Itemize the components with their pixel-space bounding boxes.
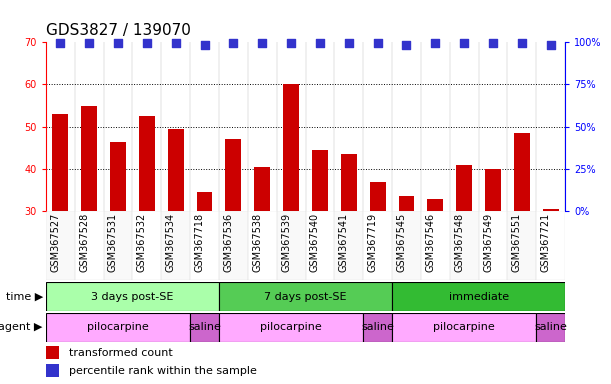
- Text: saline: saline: [534, 322, 567, 333]
- Bar: [363, 211, 392, 280]
- Text: time ▶: time ▶: [5, 291, 43, 302]
- Bar: [53, 114, 68, 211]
- Bar: [334, 211, 363, 280]
- Bar: [485, 169, 501, 211]
- Point: [113, 40, 123, 46]
- Text: GSM367527: GSM367527: [50, 213, 60, 272]
- Text: GSM367719: GSM367719: [368, 213, 378, 272]
- Text: GSM367538: GSM367538: [252, 213, 262, 272]
- Text: saline: saline: [361, 322, 394, 333]
- Bar: [190, 313, 219, 342]
- Bar: [514, 133, 530, 211]
- Text: GSM367528: GSM367528: [79, 213, 89, 272]
- Bar: [398, 197, 414, 211]
- Bar: [341, 154, 357, 211]
- Bar: [536, 313, 565, 342]
- Bar: [219, 282, 392, 311]
- Bar: [197, 192, 213, 211]
- Bar: [428, 199, 443, 211]
- Point: [488, 40, 498, 46]
- Point: [170, 40, 181, 46]
- Point: [459, 40, 469, 46]
- Bar: [46, 346, 59, 359]
- Text: GSM367721: GSM367721: [541, 213, 551, 272]
- Bar: [450, 211, 478, 280]
- Text: GSM367548: GSM367548: [454, 213, 464, 272]
- Point: [286, 40, 296, 46]
- Text: GSM367532: GSM367532: [137, 213, 147, 272]
- Text: pilocarpine: pilocarpine: [433, 322, 495, 333]
- Bar: [543, 209, 558, 211]
- Text: GSM367546: GSM367546: [425, 213, 435, 272]
- Text: GSM367551: GSM367551: [512, 213, 522, 272]
- Bar: [478, 211, 508, 280]
- Point: [546, 42, 555, 48]
- Bar: [254, 167, 270, 211]
- Text: pilocarpine: pilocarpine: [87, 322, 149, 333]
- Bar: [392, 211, 421, 280]
- Bar: [46, 211, 75, 280]
- Text: transformed count: transformed count: [69, 348, 173, 358]
- Bar: [161, 211, 190, 280]
- Text: GSM367545: GSM367545: [397, 213, 406, 272]
- Bar: [277, 211, 306, 280]
- Text: saline: saline: [188, 322, 221, 333]
- Text: GSM367536: GSM367536: [224, 213, 233, 272]
- Bar: [139, 116, 155, 211]
- Point: [344, 40, 354, 46]
- Point: [142, 40, 152, 46]
- Point: [257, 40, 267, 46]
- Bar: [225, 139, 241, 211]
- Bar: [283, 84, 299, 211]
- Bar: [103, 211, 133, 280]
- Text: 7 days post-SE: 7 days post-SE: [264, 291, 347, 302]
- Bar: [219, 211, 248, 280]
- Text: GSM367531: GSM367531: [108, 213, 118, 272]
- Bar: [75, 211, 103, 280]
- Bar: [46, 282, 219, 311]
- Bar: [421, 211, 450, 280]
- Bar: [370, 182, 386, 211]
- Text: agent ▶: agent ▶: [0, 322, 43, 333]
- Point: [84, 40, 94, 46]
- Text: GSM367534: GSM367534: [166, 213, 176, 272]
- Bar: [219, 313, 363, 342]
- Bar: [46, 313, 190, 342]
- Text: GSM367540: GSM367540: [310, 213, 320, 272]
- Bar: [363, 313, 392, 342]
- Bar: [168, 129, 183, 211]
- Point: [56, 40, 65, 46]
- Point: [430, 40, 440, 46]
- Point: [517, 40, 527, 46]
- Bar: [456, 165, 472, 211]
- Point: [200, 42, 210, 48]
- Point: [373, 40, 382, 46]
- Bar: [392, 282, 565, 311]
- Bar: [306, 211, 334, 280]
- Point: [229, 40, 238, 46]
- Bar: [46, 364, 59, 377]
- Text: percentile rank within the sample: percentile rank within the sample: [69, 366, 257, 376]
- Bar: [508, 211, 536, 280]
- Text: GSM367539: GSM367539: [281, 213, 291, 272]
- Text: immediate: immediate: [448, 291, 509, 302]
- Bar: [536, 211, 565, 280]
- Point: [401, 42, 411, 48]
- Bar: [81, 106, 97, 211]
- Text: GSM367718: GSM367718: [194, 213, 205, 272]
- Text: 3 days post-SE: 3 days post-SE: [91, 291, 174, 302]
- Bar: [190, 211, 219, 280]
- Text: GSM367541: GSM367541: [338, 213, 349, 272]
- Text: pilocarpine: pilocarpine: [260, 322, 322, 333]
- Point: [315, 40, 325, 46]
- Bar: [248, 211, 277, 280]
- Bar: [110, 142, 126, 211]
- Bar: [133, 211, 161, 280]
- Text: GDS3827 / 139070: GDS3827 / 139070: [46, 23, 191, 38]
- Bar: [312, 150, 328, 211]
- Text: GSM367549: GSM367549: [483, 213, 493, 272]
- Bar: [392, 313, 536, 342]
